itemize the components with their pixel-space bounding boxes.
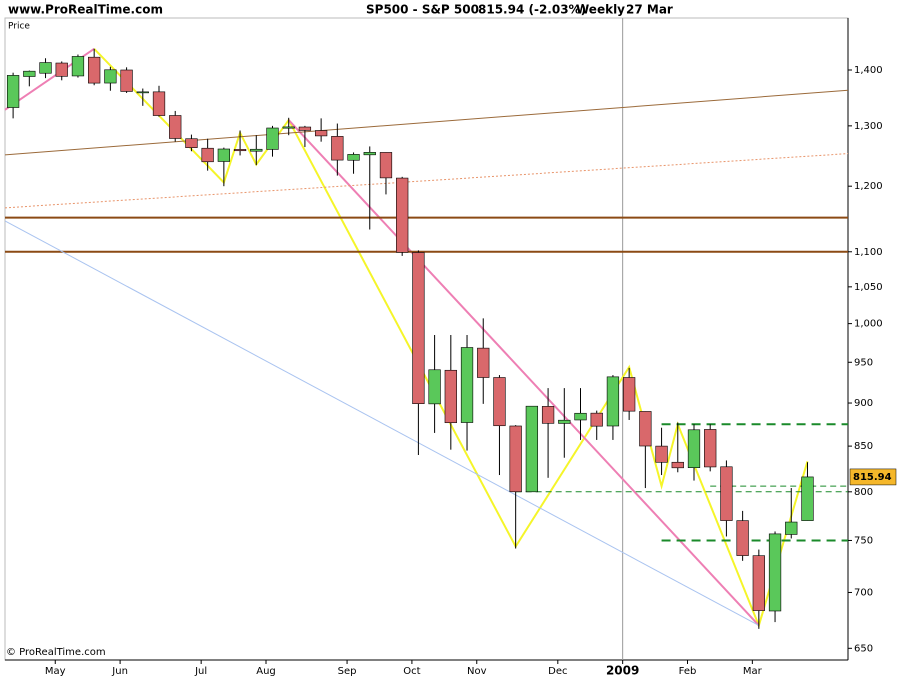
candle-body: [152, 91, 166, 116]
candle-body: [720, 466, 733, 521]
candle-body: [379, 152, 393, 179]
y-tick-label: 750: [854, 535, 873, 546]
candle-body: [623, 377, 636, 412]
y-tick-label: 1,100: [854, 247, 883, 258]
x-tick-label: Feb: [679, 666, 697, 677]
y-tick-label: 850: [854, 441, 873, 452]
y-tick-label: 1,400: [854, 65, 883, 76]
x-tick-label: Aug: [256, 666, 276, 677]
candle-body: [671, 461, 684, 469]
candle-body: [104, 69, 117, 84]
x-tick-label: Dec: [548, 666, 567, 677]
candle-body: [331, 136, 344, 161]
trend-line: [4, 89, 849, 156]
y-tick-label: 700: [854, 587, 873, 598]
candle-body: [250, 148, 263, 152]
candle-body: [801, 476, 814, 521]
candle-body: [233, 149, 247, 152]
candle-body: [71, 56, 85, 77]
x-tick-label: Oct: [403, 666, 420, 677]
candle-body: [655, 445, 668, 463]
candle-body: [541, 406, 555, 424]
candle-body: [201, 147, 214, 163]
candle-body: [768, 533, 782, 612]
candle-body: [217, 148, 230, 162]
candle-body: [396, 177, 409, 253]
candle-body: [590, 412, 603, 427]
y-tick-label: 900: [854, 398, 873, 409]
candle-body: [169, 115, 182, 139]
candle-body: [444, 369, 457, 424]
candle-body: [185, 138, 198, 148]
date: 27 Mar: [626, 3, 673, 17]
x-tick-label: Nov: [467, 666, 487, 677]
copyright: © ProRealTime.com: [6, 647, 106, 658]
candle-body: [347, 154, 360, 161]
y-tick-label: 1,000: [854, 319, 883, 330]
y-tick-label: 650: [854, 643, 873, 654]
candle-body: [136, 91, 149, 94]
candle-body: [363, 152, 376, 156]
candle-body: [266, 127, 279, 150]
y-tick-label: 1,300: [854, 121, 883, 132]
candle-body: [606, 376, 620, 427]
candle-body: [477, 347, 490, 378]
candle-body: [428, 369, 441, 405]
candle-body: [752, 555, 765, 611]
period: Weekly: [576, 3, 625, 17]
x-tick-label: Sep: [338, 666, 357, 677]
candle-body: [298, 126, 312, 131]
x-tick-label: Mar: [743, 666, 763, 677]
y-tick-label: 950: [854, 357, 873, 368]
candle-body: [460, 347, 474, 423]
candle-body: [785, 521, 798, 535]
last-price-box: [849, 468, 897, 486]
x-tick-label: Jun: [111, 666, 128, 677]
candle-body: [493, 377, 506, 427]
candle-body: [23, 70, 36, 77]
candle-body: [120, 69, 133, 92]
last-price-label: 815.94: [853, 472, 892, 483]
trend-line: [4, 153, 849, 209]
candle-body: [412, 252, 425, 405]
candle-body: [282, 126, 295, 129]
y-axis-title: Price: [8, 22, 30, 32]
candle-body: [687, 429, 701, 469]
site-link[interactable]: www.ProRealTime.com: [8, 3, 163, 17]
candle-body: [6, 75, 20, 108]
y-tick-label: 800: [854, 487, 873, 498]
candle-body: [314, 130, 328, 137]
candle-body: [39, 62, 52, 74]
candle-body: [574, 412, 587, 421]
change-label: 815.94 (-2.03%): [478, 3, 586, 17]
x-tick-label: 2009: [606, 664, 639, 678]
candle-body: [704, 429, 717, 468]
y-tick-label: 1,200: [854, 181, 883, 192]
candle-body: [55, 62, 68, 77]
x-tick-label: Jul: [194, 666, 207, 677]
candle-body: [736, 520, 749, 556]
y-tick-label: 1,050: [854, 282, 883, 293]
candle-body: [558, 419, 571, 424]
candle-body: [525, 405, 539, 493]
trend-line: [4, 220, 760, 626]
chart-title: SP500 - S&P 500: [366, 3, 479, 17]
candle-body: [88, 56, 101, 84]
candle-body: [639, 411, 652, 447]
candle-body: [509, 425, 522, 493]
x-tick-label: May: [45, 666, 66, 677]
